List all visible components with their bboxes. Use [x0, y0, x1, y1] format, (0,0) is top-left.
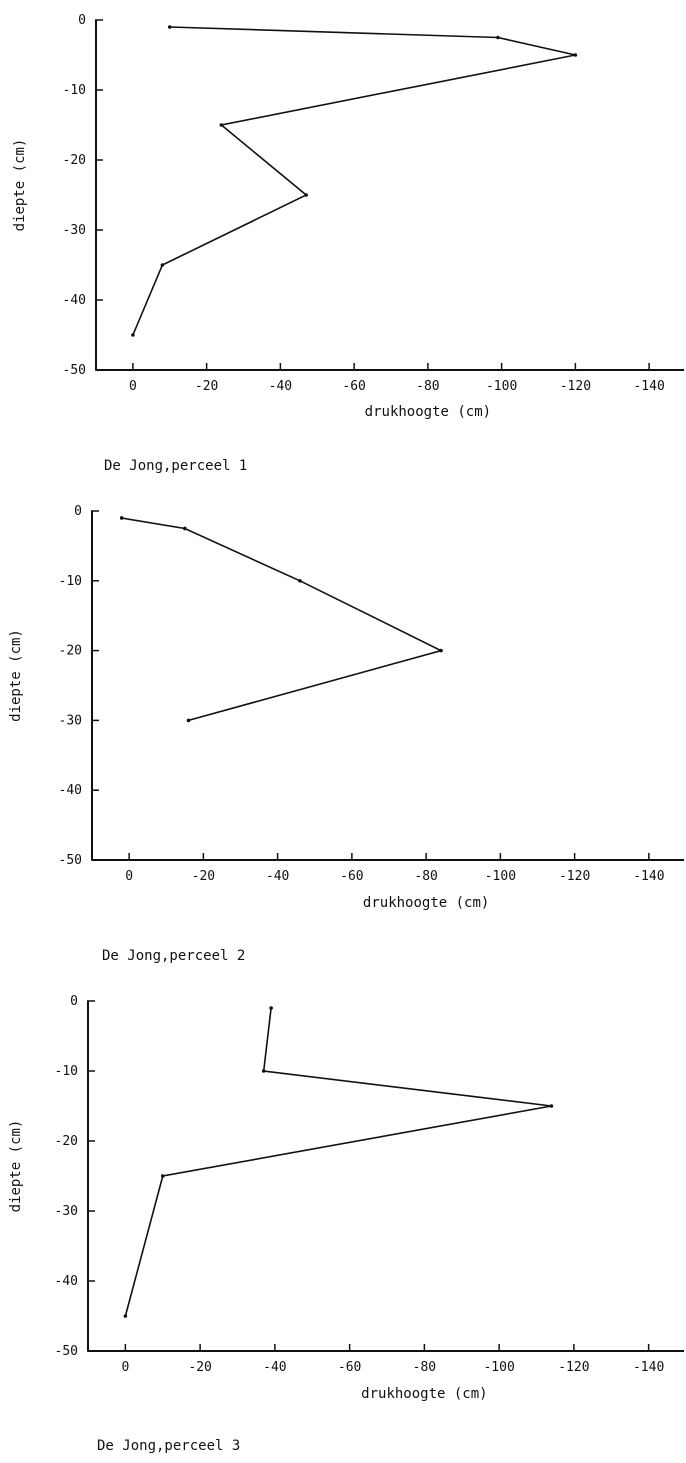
- y-tick-label: -30: [63, 223, 86, 238]
- x-axis-label: drukhoogte (cm): [365, 404, 491, 420]
- x-tick-label: 0: [129, 379, 137, 394]
- x-tick-label: -140: [633, 1360, 664, 1375]
- data-point: [219, 123, 224, 127]
- y-tick-label: -30: [59, 713, 82, 728]
- data-point: [261, 1069, 266, 1073]
- x-tick-label: -80: [413, 1360, 436, 1375]
- y-axis-label: diepte (cm): [8, 629, 24, 722]
- x-tick-label: -100: [485, 869, 516, 884]
- y-tick-label: 0: [74, 504, 82, 519]
- y-tick-label: -10: [59, 574, 82, 589]
- data-point: [549, 1104, 554, 1108]
- data-point: [496, 35, 500, 40]
- y-axis-label: diepte (cm): [8, 1120, 24, 1213]
- x-tick-label: -60: [342, 379, 365, 394]
- x-tick-label: -60: [340, 869, 363, 884]
- x-tick-label: -100: [486, 379, 517, 394]
- y-tick-label: 0: [78, 13, 86, 28]
- series-line: [132, 26, 576, 336]
- data-point: [160, 1174, 165, 1178]
- y-tick-label: -20: [63, 153, 86, 168]
- y-tick-label: -30: [55, 1204, 78, 1219]
- data-point: [167, 25, 172, 29]
- y-tick-label: -20: [59, 644, 82, 659]
- x-tick-label: -40: [269, 379, 292, 394]
- chart-panel-3: 0 -10 -20 -30 -40 -50 0 -20 -40 -60 -80 -100 -120 -14…: [8, 994, 684, 1454]
- y-tick-label: -40: [55, 1274, 78, 1289]
- chart-panel-2: 0 -10 -20 -30 -40 -50 0 -20 -40 -60 -80 -100 -120 -14…: [8, 504, 684, 964]
- y-tick-label: -10: [55, 1064, 78, 1079]
- series-line: [124, 1007, 552, 1317]
- data-point: [269, 1006, 273, 1010]
- x-tick-label: -20: [188, 1360, 211, 1375]
- x-tick-label: -100: [483, 1360, 514, 1375]
- x-tick-label: -40: [266, 869, 289, 884]
- x-tick-label: -40: [263, 1360, 286, 1375]
- x-tick-label: -120: [560, 379, 591, 394]
- x-tick-label: -120: [559, 869, 590, 884]
- data-point: [119, 516, 124, 520]
- y-axis-label: diepte (cm): [12, 139, 28, 232]
- data-point: [439, 648, 443, 653]
- y-tick-label: -40: [63, 293, 86, 308]
- x-tick-label: 0: [125, 869, 133, 884]
- y-tick-label: -50: [59, 853, 82, 868]
- x-tick-label: -80: [414, 869, 437, 884]
- data-point: [131, 333, 135, 337]
- data-point: [304, 193, 308, 197]
- x-tick-label: -60: [338, 1360, 361, 1375]
- x-tick-label: -140: [633, 869, 664, 884]
- data-point: [123, 1314, 128, 1318]
- x-tick-label: -20: [192, 869, 215, 884]
- x-tick-label: -140: [633, 379, 664, 394]
- x-tick-label: -120: [558, 1360, 589, 1375]
- x-tick-label: -20: [195, 379, 218, 394]
- y-tick-label: 0: [70, 994, 78, 1009]
- x-axis-label: drukhoogte (cm): [361, 1386, 487, 1402]
- chart-caption: De Jong,perceel 1: [104, 458, 247, 474]
- chart-panel-1: 0 -10 -20 -30 -40 -50 0 -20 -40 -60 -80 -100 -120 -14…: [12, 13, 684, 474]
- data-point: [186, 718, 191, 723]
- chart-caption: De Jong,perceel 2: [102, 948, 245, 964]
- chart-caption: De Jong,perceel 3: [97, 1438, 240, 1454]
- y-tick-label: -10: [63, 83, 86, 98]
- y-tick-label: -50: [63, 363, 86, 378]
- y-tick-label: -20: [55, 1134, 78, 1149]
- x-tick-label: 0: [121, 1360, 129, 1375]
- y-tick-label: -50: [55, 1344, 78, 1359]
- data-point: [573, 53, 578, 57]
- x-axis-label: drukhoogte (cm): [363, 895, 489, 911]
- series-line: [121, 517, 444, 722]
- y-tick-label: -40: [59, 783, 82, 798]
- data-point: [160, 263, 165, 267]
- data-point: [298, 579, 302, 583]
- x-tick-label: -80: [416, 379, 439, 394]
- data-point: [183, 526, 187, 531]
